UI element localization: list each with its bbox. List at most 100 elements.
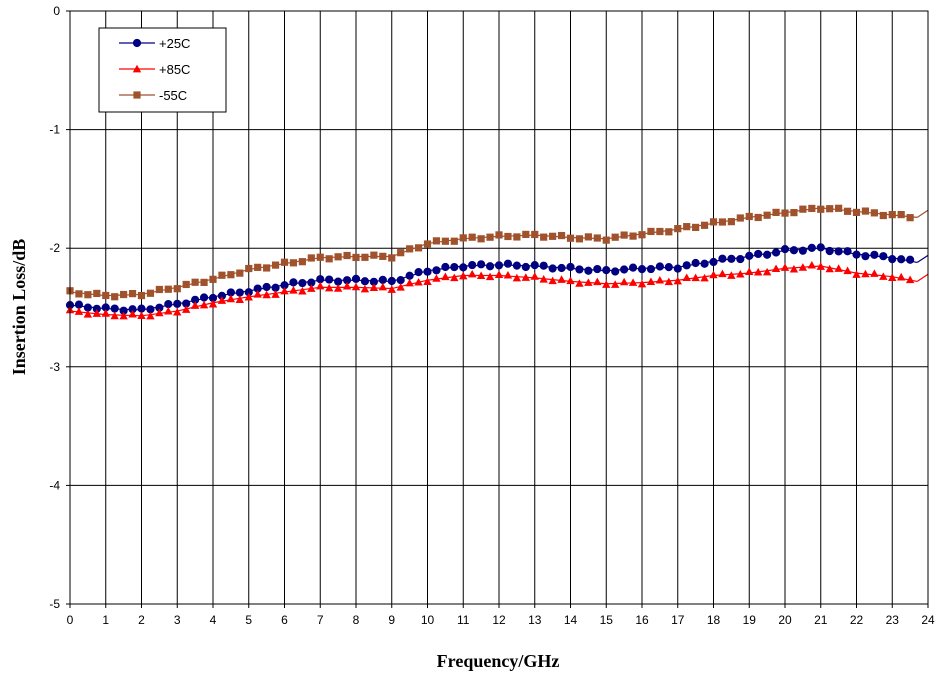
- x-tick-label: 20: [778, 613, 792, 627]
- data-point: [521, 273, 531, 281]
- data-point: [182, 280, 190, 289]
- data-point: [351, 282, 361, 291]
- y-tick-label: -2: [49, 241, 60, 255]
- data-point: [870, 250, 879, 259]
- data-point: [879, 211, 887, 220]
- x-tick-label: 9: [388, 613, 395, 627]
- y-tick-label: -3: [49, 360, 60, 374]
- data-point: [745, 251, 754, 260]
- data-point: [816, 243, 825, 252]
- data-point: [298, 258, 306, 266]
- data-point: [798, 263, 808, 271]
- data-point: [566, 276, 575, 285]
- legend: +25C +85C -55C: [98, 27, 227, 113]
- data-point: [727, 254, 736, 263]
- data-point: [280, 286, 289, 295]
- data-point: [369, 283, 379, 291]
- data-point: [280, 258, 289, 266]
- data-point: [664, 263, 673, 272]
- data-point: [593, 264, 602, 274]
- data-point: [656, 227, 664, 236]
- data-point: [754, 249, 763, 259]
- data-point: [816, 262, 825, 270]
- data-point: [503, 270, 513, 279]
- data-point: [700, 259, 709, 268]
- data-point: [128, 309, 137, 318]
- data-point: [396, 283, 405, 291]
- x-tick-label: 2: [138, 613, 145, 627]
- data-point: [718, 218, 727, 226]
- data-point: [530, 272, 539, 280]
- legend-marker: [132, 38, 142, 48]
- x-tick-label: 14: [564, 613, 578, 627]
- data-point: [378, 275, 387, 284]
- data-point: [397, 249, 405, 257]
- data-point: [325, 275, 334, 284]
- x-tick-label: 17: [671, 613, 685, 627]
- data-point: [807, 243, 816, 252]
- data-point: [414, 277, 423, 286]
- data-point: [798, 246, 807, 255]
- x-tick-label: 15: [600, 613, 614, 627]
- data-point: [843, 247, 852, 256]
- data-point: [539, 261, 548, 270]
- data-point: [673, 276, 682, 285]
- data-point: [736, 214, 744, 222]
- data-point: [575, 265, 584, 274]
- data-point: [155, 308, 164, 317]
- data-point: [807, 260, 817, 269]
- x-tick-label: 16: [635, 613, 649, 627]
- x-tick-label: 10: [421, 613, 435, 627]
- data-point: [700, 221, 709, 229]
- data-point: [557, 263, 566, 273]
- data-point: [647, 227, 655, 236]
- data-point: [476, 271, 486, 280]
- data-point: [754, 213, 762, 222]
- data-point: [333, 284, 343, 292]
- data-point: [191, 278, 199, 286]
- legend-item: +25C: [119, 36, 190, 51]
- data-point: [468, 260, 477, 270]
- data-point: [494, 270, 504, 278]
- data-point: [334, 277, 343, 286]
- data-point: [459, 234, 467, 242]
- data-point: [763, 250, 772, 259]
- data-point: [736, 254, 745, 264]
- data-point: [360, 284, 370, 293]
- data-point: [789, 264, 799, 273]
- y-tick-label: -1: [49, 123, 60, 137]
- data-point: [799, 205, 807, 213]
- data-point: [387, 276, 396, 286]
- data-point: [718, 269, 727, 278]
- data-point: [387, 285, 396, 293]
- data-point: [638, 231, 646, 239]
- data-point: [254, 263, 262, 271]
- data-point: [199, 300, 209, 309]
- data-point: [557, 231, 566, 240]
- data-point: [584, 233, 592, 241]
- data-point: [459, 263, 468, 272]
- data-point: [101, 309, 110, 317]
- legend-item: -55C: [119, 88, 187, 103]
- data-point: [727, 271, 736, 279]
- series-tail-line: [916, 254, 929, 263]
- data-point: [593, 234, 601, 242]
- data-point: [423, 240, 432, 248]
- data-point: [164, 299, 173, 309]
- series-tail-line: [916, 273, 929, 282]
- data-point: [486, 233, 494, 241]
- data-point: [664, 277, 674, 286]
- data-point: [378, 282, 388, 291]
- data-point: [245, 264, 253, 273]
- data-point: [655, 275, 665, 284]
- data-point: [379, 252, 387, 260]
- data-point: [637, 279, 647, 288]
- data-point: [432, 266, 441, 275]
- data-point: [298, 286, 307, 295]
- data-point: [92, 309, 102, 317]
- data-point: [513, 233, 521, 241]
- data-point: [602, 236, 610, 244]
- x-tick-label: 22: [850, 613, 864, 627]
- data-point: [423, 277, 432, 285]
- data-point: [584, 278, 593, 286]
